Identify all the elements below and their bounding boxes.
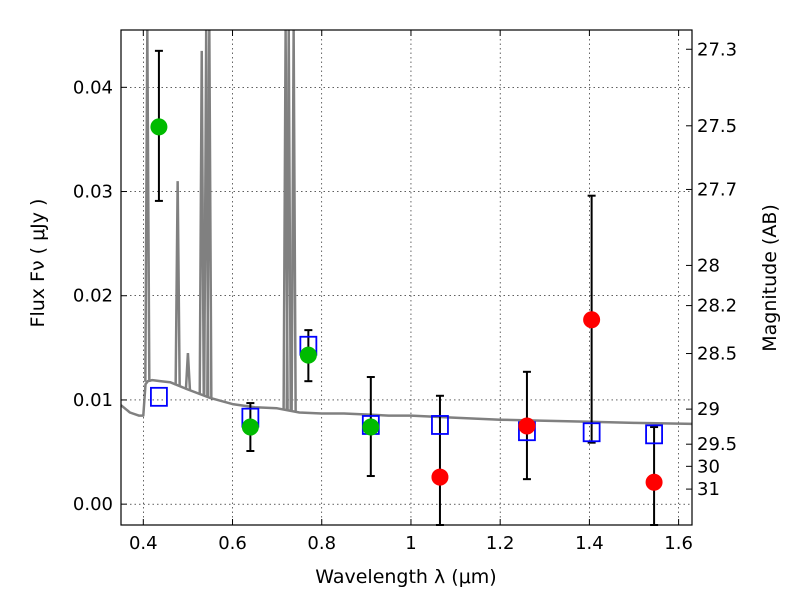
non-detection-point (645, 473, 663, 491)
mag-tick-label: 29 (697, 399, 720, 420)
plot-frame (120, 29, 693, 526)
x-tick-label: 0.8 (307, 533, 336, 554)
y-tick-label: 0.03 (73, 182, 113, 203)
non-detection-point (431, 468, 449, 486)
y-tick-label: 0.01 (73, 390, 113, 411)
spectrum-emission-line (174, 181, 181, 386)
mag-tick-label: 28.2 (697, 296, 737, 317)
x-tick-label: 1.6 (664, 533, 693, 554)
mag-tick-label: 27.7 (697, 179, 737, 200)
spectrum-emission-line (184, 352, 192, 390)
error-bars (154, 49, 659, 526)
model-photometry-square (431, 415, 449, 435)
spectrum-emission-line (206, 29, 213, 398)
non-detection-point (518, 417, 536, 435)
spectrum-emission-line (144, 29, 151, 382)
non-detection-point (583, 311, 601, 329)
detection-point (241, 418, 259, 436)
model-spectrum (120, 29, 693, 426)
mag-tick-label: 27.3 (697, 39, 737, 60)
x-tick-label: 1.4 (575, 533, 604, 554)
spectrum-continuum (120, 378, 693, 426)
mag-tick-label: 29.5 (697, 434, 737, 455)
mag-tick-label: 31 (697, 479, 720, 500)
axis-ticks: 0.4 0.6 0.8 1 1.2 1.4 1.6 0.00 0.01 0.02 0.03 0.04 2… (73, 30, 737, 554)
model-photometry-squares (150, 335, 663, 445)
model-photometry-square (582, 422, 601, 443)
detection-point (150, 118, 168, 136)
y-tick-label: 0.02 (73, 286, 113, 307)
mag-tick-label: 30 (697, 456, 720, 477)
x-tick-label: 0.4 (129, 533, 158, 554)
y-tick-label: 0.04 (73, 77, 113, 98)
spectrum-emission-line (290, 29, 297, 412)
secondary-y-axis-label: Magnitude (AB) (759, 204, 781, 352)
y-tick-label: 0.00 (73, 494, 113, 515)
x-tick-label: 1.2 (486, 533, 515, 554)
x-axis-label: Wavelength λ (μm) (315, 566, 496, 588)
mag-tick-label: 28 (697, 255, 720, 276)
measured-flux-points (150, 118, 663, 491)
model-photometry-square (645, 424, 663, 445)
mag-tick-label: 28.5 (697, 344, 737, 365)
y-axis-label: Flux Fν ( μJy ) (27, 199, 49, 328)
spectrum-emission-line (198, 50, 205, 395)
x-tick-label: 0.6 (218, 533, 247, 554)
detection-point (299, 346, 317, 364)
mag-tick-label: 27.5 (697, 116, 737, 137)
spectrum-emission-line (285, 29, 292, 411)
x-tick-label: 1 (405, 533, 416, 554)
detection-point (362, 418, 380, 436)
model-photometry-square (150, 386, 168, 407)
